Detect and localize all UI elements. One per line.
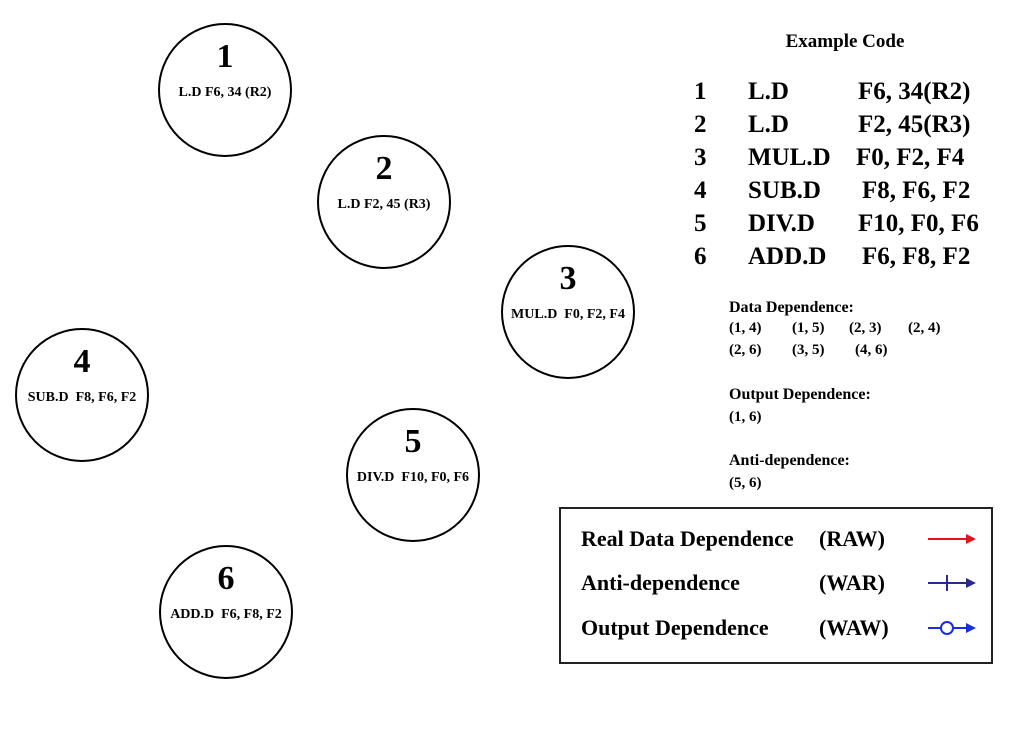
node-instruction: ADD.D F6, F8, F2 xyxy=(170,607,282,622)
code-row: 2 L.D F2, 45(R3) xyxy=(692,108,1002,141)
code-line-number: 1 xyxy=(694,78,707,105)
legend-row-raw: Real Data Dependence (RAW) xyxy=(581,524,991,554)
code-line-number: 3 xyxy=(694,144,707,171)
node-instruction: L.D F6, 34 (R2) xyxy=(178,85,272,100)
legend-label: Real Data Dependence xyxy=(581,526,794,551)
node-instruction: MUL.D F0, F2, F4 xyxy=(511,307,625,322)
node-number: 6 xyxy=(217,560,235,597)
output-dependence-heading: Output Dependence: xyxy=(729,386,871,403)
node-1: 1 L.D F6, 34 (R2) xyxy=(158,23,292,157)
code-title: Example Code xyxy=(785,31,905,52)
red-arrow-icon xyxy=(928,534,976,544)
node-number: 3 xyxy=(559,260,577,297)
code-operands: F8, F6, F2 xyxy=(862,177,971,204)
node-instruction: SUB.D F8, F6, F2 xyxy=(27,390,137,405)
dependence-pair: (1, 5) xyxy=(792,320,825,336)
node-5: 5 DIV.D F10, F0, F6 xyxy=(346,408,480,542)
code-row: 1 L.D F6, 34(R2) xyxy=(692,75,1002,108)
code-row: 6 ADD.D F6, F8, F2 xyxy=(692,240,1002,273)
dependence-pair: (3, 5) xyxy=(792,342,825,358)
code-line-number: 6 xyxy=(694,243,707,270)
legend-label: Anti-dependence xyxy=(581,570,740,595)
code-opcode: MUL.D xyxy=(748,144,831,171)
dependence-pair: (2, 4) xyxy=(908,320,941,336)
code-row: 3 MUL.D F0, F2, F4 xyxy=(692,141,1002,174)
data-dependence-heading: Data Dependence: xyxy=(729,299,854,316)
node-instruction: L.D F2, 45 (R3) xyxy=(337,197,431,212)
crossbar-arrow-icon xyxy=(928,575,976,591)
node-number: 5 xyxy=(404,423,422,460)
dependence-pair: (4, 6) xyxy=(855,342,888,358)
node-2: 2 L.D F2, 45 (R3) xyxy=(317,135,451,269)
legend-abbreviation: (RAW) xyxy=(819,526,885,551)
circle-arrow-icon xyxy=(928,621,976,635)
node-instruction: DIV.D F10, F0, F6 xyxy=(356,470,470,485)
dependence-pair: (2, 3) xyxy=(849,320,882,336)
dependence-pair: (2, 6) xyxy=(729,342,762,358)
code-line-number: 2 xyxy=(694,111,707,138)
code-operands: F6, 34(R2) xyxy=(858,78,971,105)
code-operands: F2, 45(R3) xyxy=(858,111,971,138)
dependence-pair: (1, 6) xyxy=(729,409,762,425)
code-opcode: SUB.D xyxy=(748,177,821,204)
code-row: 5 DIV.D F10, F0, F6 xyxy=(692,207,1002,240)
legend-abbreviation: (WAW) xyxy=(819,615,889,640)
code-opcode: L.D xyxy=(748,78,789,105)
legend-label: Output Dependence xyxy=(581,615,769,640)
dependence-pair: (5, 6) xyxy=(729,475,762,491)
node-number: 1 xyxy=(216,38,234,75)
code-operands: F6, F8, F2 xyxy=(862,243,971,270)
node-6: 6 ADD.D F6, F8, F2 xyxy=(159,545,293,679)
code-line-number: 4 xyxy=(694,177,707,204)
code-operands: F10, F0, F6 xyxy=(858,210,979,237)
legend-row-war: Anti-dependence (WAR) xyxy=(581,568,991,598)
code-row: 4 SUB.D F8, F6, F2 xyxy=(692,174,1002,207)
legend-row-waw: Output Dependence (WAW) xyxy=(581,613,991,643)
node-number: 2 xyxy=(375,150,393,187)
node-4: 4 SUB.D F8, F6, F2 xyxy=(15,328,149,462)
node-3: 3 MUL.D F0, F2, F4 xyxy=(501,245,635,379)
code-opcode: ADD.D xyxy=(748,243,827,270)
legend-box: Real Data Dependence (RAW) Anti-dependen… xyxy=(559,507,993,664)
code-opcode: DIV.D xyxy=(748,210,815,237)
code-operands: F0, F2, F4 xyxy=(856,144,965,171)
dependence-pair: (1, 4) xyxy=(729,320,762,336)
code-opcode: L.D xyxy=(748,111,789,138)
legend-abbreviation: (WAR) xyxy=(819,570,885,595)
code-line-number: 5 xyxy=(694,210,707,237)
node-number: 4 xyxy=(73,343,91,380)
anti-dependence-heading: Anti-dependence: xyxy=(729,452,850,469)
